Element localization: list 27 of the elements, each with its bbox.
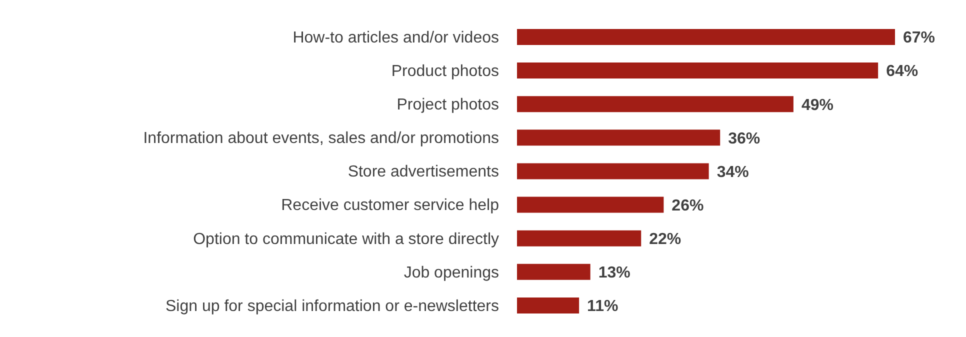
data-label: 36% — [728, 130, 760, 148]
y-tick-label: Project photos — [396, 96, 499, 114]
bar — [517, 96, 794, 112]
bar — [517, 29, 895, 45]
bar — [517, 196, 664, 213]
y-tick-label: Store advertisements — [348, 164, 499, 181]
y-tick-label: Product photos — [391, 63, 499, 80]
data-label: 26% — [672, 197, 704, 214]
data-label: 64% — [886, 63, 918, 80]
bar — [517, 62, 878, 79]
bar — [517, 163, 709, 180]
data-label: 11% — [587, 298, 618, 316]
data-label: 67% — [903, 30, 936, 47]
y-tick-label: How-to articles and/or videos — [292, 29, 499, 46]
bar — [517, 264, 590, 280]
bar — [517, 297, 580, 314]
y-tick-label: Information about events, sales and/or promotions — [143, 130, 499, 148]
data-label: 49% — [801, 96, 834, 114]
data-label: 34% — [716, 164, 749, 181]
bar — [517, 230, 642, 246]
data-label: 13% — [598, 264, 630, 282]
y-tick-label: Sign up for special information or e-newsletters — [166, 298, 499, 315]
y-tick-label: Receive customer service help — [281, 197, 500, 214]
y-tick-label: Option to communicate with a store directly — [193, 230, 499, 248]
bar — [517, 130, 720, 146]
data-label: 22% — [649, 231, 682, 248]
y-tick-label: Job openings — [404, 264, 499, 282]
